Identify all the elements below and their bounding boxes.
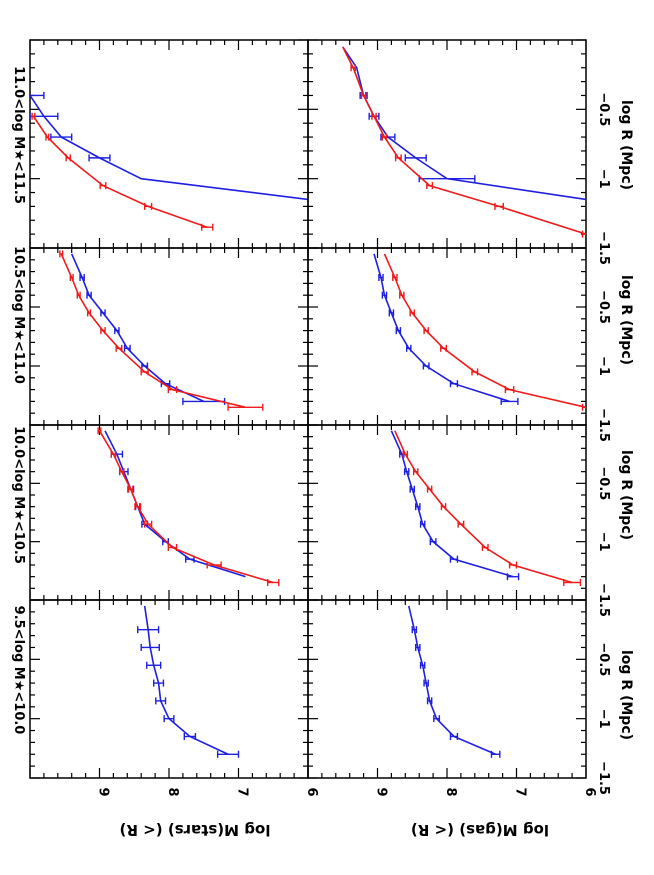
panel-gas-3: −1.5 −1 −0.5 [307, 39, 611, 265]
series-group [373, 253, 586, 411]
x-tick-label: −1.5 [596, 761, 611, 795]
series-line-blue [342, 46, 586, 201]
series-group [30, 91, 308, 231]
y-axis-label-stars: log M(stars) (< R) [120, 821, 271, 839]
series-line-red [383, 253, 586, 409]
series-line-blue [30, 95, 308, 201]
bin-label: 10.0<log M★<10.5 [11, 426, 26, 564]
series-line-red [342, 46, 586, 235]
series-group [407, 605, 501, 758]
x-tick-label: −0.5 [596, 642, 611, 676]
y-tick-label: 7 [513, 787, 528, 796]
x-axis-label: log R (Mpc) [618, 450, 634, 540]
x-tick-label: −0.5 [596, 92, 611, 126]
panel-stars-2 [29, 247, 309, 426]
y-tick-label: 9 [374, 787, 389, 796]
x-axis-label: log R (Mpc) [618, 650, 634, 740]
series-line-red [32, 115, 208, 228]
x-tick-label: −1 [596, 709, 611, 729]
x-tick-label: −1 [596, 169, 611, 189]
panel-frame [29, 39, 309, 249]
series-group [137, 605, 240, 758]
x-axis-label: log R (Mpc) [618, 100, 634, 190]
panel-frame [29, 599, 309, 779]
series-group [59, 250, 264, 411]
x-tick-label: −0.5 [596, 466, 611, 500]
x-tick-label: −0.5 [596, 290, 611, 324]
bin-label: 9.5<log M★<10.0 [11, 606, 26, 735]
series-group [97, 427, 280, 586]
y-tick-label: 6 [582, 787, 597, 796]
panel-frame [307, 599, 587, 779]
x-tick-label: −1 [596, 532, 611, 552]
y-axis-label-gas: log M(gas) (< R) [411, 821, 549, 839]
panel-frame [29, 424, 309, 601]
x-tick-label: −1.5 [596, 408, 611, 442]
panel-frame [29, 247, 309, 426]
series-group [390, 430, 582, 586]
y-tick-label: 6 [304, 787, 319, 796]
panel-gas-2: −1.5 −1 −0.5 [307, 247, 611, 442]
y-tick-label: 8 [165, 787, 180, 796]
series-group [342, 46, 586, 238]
x-tick-label: −1 [596, 356, 611, 376]
x-tick-label: −1.5 [596, 583, 611, 617]
bin-label: 10.5<log M★<11.0 [11, 246, 26, 384]
series-line-red [394, 430, 573, 584]
panel-frame [307, 39, 587, 249]
x-axis-label: log R (Mpc) [618, 275, 634, 365]
panel-gas-1: −1.5 −1 −0.5 [307, 424, 611, 617]
series-line-blue [143, 605, 229, 755]
panel-stars-1 [29, 424, 309, 601]
y-tick-label: 7 [235, 787, 250, 796]
panel-gas-0: −1.5 −1 −0.5 6 7 8 9 [307, 599, 611, 797]
series-line-blue [390, 430, 514, 578]
series-line-blue [407, 605, 496, 756]
series-line-blue [70, 253, 205, 403]
y-tick-label: 9 [96, 787, 111, 796]
x-tick-label: −1.5 [596, 231, 611, 265]
series-line-blue [104, 430, 246, 578]
series-line-red [60, 253, 246, 409]
y-tick-label: 8 [443, 787, 458, 796]
panel-stars-0: 6 7 8 9 [29, 599, 319, 797]
bin-label: 11.0<log M★<11.5 [11, 66, 26, 204]
panel-stars-3 [29, 39, 309, 249]
